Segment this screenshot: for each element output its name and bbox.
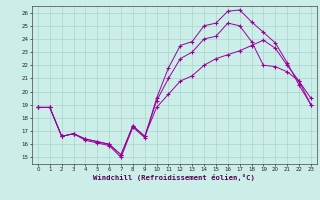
X-axis label: Windchill (Refroidissement éolien,°C): Windchill (Refroidissement éolien,°C) xyxy=(93,174,255,181)
